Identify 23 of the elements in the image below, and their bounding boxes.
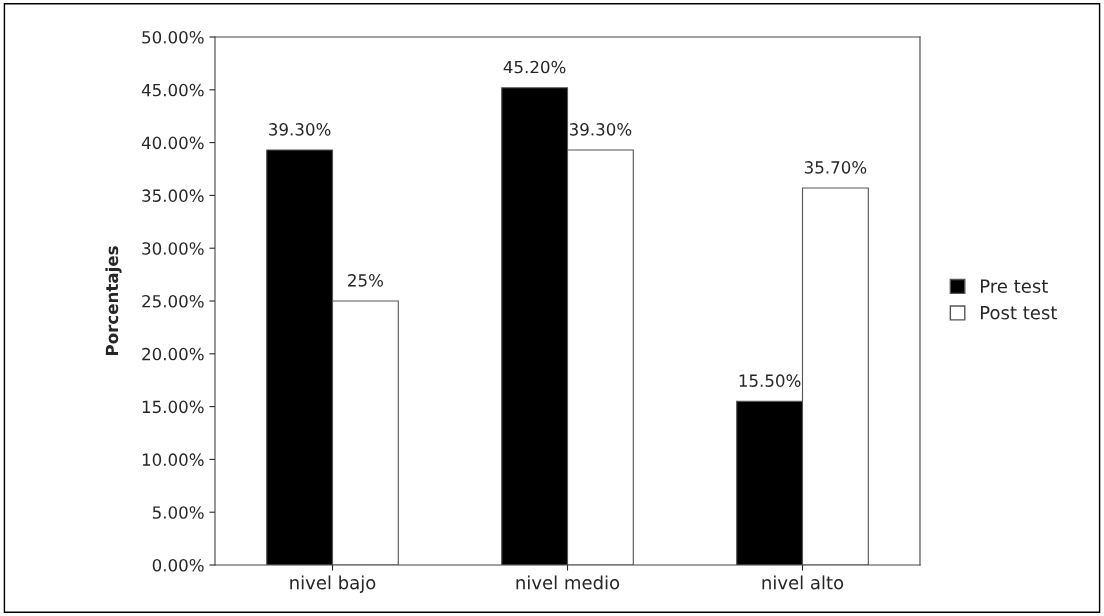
x-tick-label: nivel medio [516,575,620,590]
y-tick-label: 35.00% [142,189,204,202]
y-tick-label: 45.00% [141,83,204,97]
y-axis-title: Porcentajes [105,246,122,356]
y-tick-label: 15.00% [142,400,204,414]
x-tick-label: nivel alto [762,575,844,590]
x-tick-label: nivel bajo [290,575,376,593]
y-tick-label: 25.00% [142,294,204,308]
y-tick-label: 20.00% [142,347,204,361]
data-label: 35.70% [804,161,867,174]
data-label: 39.30% [569,123,632,136]
y-tick-label: 0.00% [152,558,204,572]
y-tick-label: 30.00% [142,242,204,255]
y-tick-label: 10.00% [142,453,204,466]
y-tick-label: 5.00% [152,506,204,519]
data-label: 39.30% [269,123,331,136]
y-tick-label: 40.00% [141,136,204,150]
data-label: 25% [348,274,383,287]
y-tick-label: 50.00% [142,30,204,44]
data-label: 15.50% [739,374,801,387]
legend-label: Pre test [981,279,1048,293]
legend-label: Post test [981,306,1057,320]
data-label: 45.20% [503,60,566,74]
